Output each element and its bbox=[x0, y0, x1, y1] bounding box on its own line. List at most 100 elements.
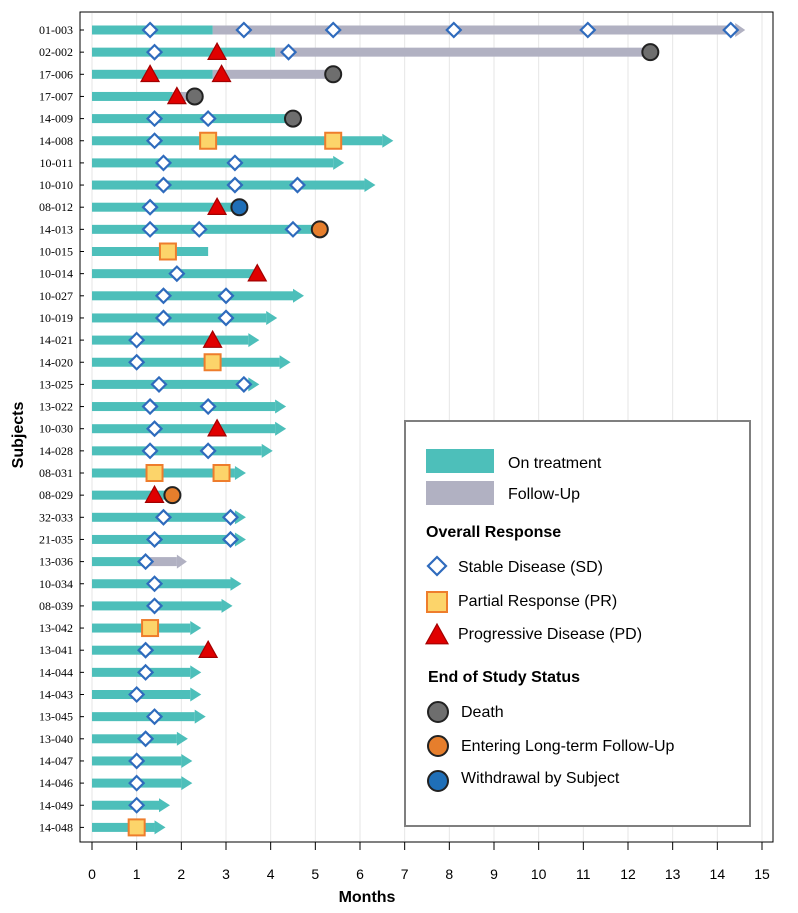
treatment-arrow bbox=[382, 133, 394, 148]
legend-swatch-followup bbox=[426, 481, 494, 505]
death-marker bbox=[185, 87, 204, 106]
legend-sd-icon bbox=[426, 555, 448, 577]
treatment-arrow bbox=[190, 687, 202, 702]
x-tick-label: 6 bbox=[356, 866, 364, 882]
legend-death-circle bbox=[427, 701, 449, 723]
subject-label: 13-040 bbox=[39, 732, 73, 746]
sd-marker bbox=[221, 530, 240, 549]
treatment-bar bbox=[92, 379, 249, 389]
sd-marker bbox=[128, 685, 146, 704]
legend-label-death: Death bbox=[461, 704, 504, 721]
treatment-bar bbox=[92, 534, 235, 544]
subject-label: 14-013 bbox=[39, 222, 73, 236]
subject-label: 10-019 bbox=[39, 311, 73, 325]
followup-bar bbox=[212, 25, 736, 35]
subject-label: 21-035 bbox=[39, 532, 73, 546]
legend: On treatment Follow-Up Overall Response … bbox=[404, 420, 751, 827]
treatment-arrow bbox=[266, 310, 278, 325]
x-tick-label: 8 bbox=[445, 866, 453, 882]
subject-label: 10-011 bbox=[39, 156, 73, 170]
legend-title-response: Overall Response bbox=[426, 524, 561, 541]
sd-marker bbox=[199, 442, 217, 460]
treatment-arrow bbox=[248, 377, 260, 392]
sd-marker bbox=[145, 708, 164, 726]
treatment-bar bbox=[92, 402, 276, 412]
legend-label-pd: Progressive Disease (PD) bbox=[458, 626, 642, 643]
treatment-arrow bbox=[279, 355, 291, 370]
pd-marker bbox=[207, 196, 228, 215]
x-tick-label: 15 bbox=[754, 866, 770, 882]
plot-frame bbox=[79, 11, 774, 843]
sd-marker bbox=[217, 287, 235, 305]
subject-label: 13-041 bbox=[39, 643, 73, 657]
pd-marker bbox=[202, 329, 223, 348]
legend-ltfu-circle bbox=[427, 735, 449, 757]
pd-marker bbox=[198, 639, 219, 659]
subject-label: 08-029 bbox=[39, 488, 73, 502]
subject-label: 14-046 bbox=[39, 776, 73, 790]
death-marker bbox=[284, 109, 302, 128]
sd-marker bbox=[426, 555, 448, 577]
sd-marker bbox=[226, 154, 244, 172]
treatment-arrow bbox=[154, 820, 166, 835]
pr-marker bbox=[426, 591, 448, 613]
treatment-bar bbox=[92, 712, 195, 722]
sd-marker bbox=[217, 309, 235, 327]
followup-bar bbox=[212, 69, 334, 79]
sd-marker bbox=[128, 796, 146, 814]
y-axis: 01-003 02-002 17-006 17-007 14-009 14-008 10-0… bbox=[39, 23, 84, 834]
x-tick-label: 0 bbox=[88, 866, 96, 882]
legend-pr-icon bbox=[426, 591, 448, 613]
pd-marker bbox=[424, 622, 450, 645]
legend-title-eos: End of Study Status bbox=[428, 669, 580, 686]
treatment-bar bbox=[92, 557, 151, 567]
ltfu-marker bbox=[163, 486, 182, 505]
x-axis-title: Months bbox=[339, 889, 396, 906]
subject-label: 10-030 bbox=[39, 422, 73, 436]
subject-label: 13-025 bbox=[39, 377, 73, 391]
legend-label-pr: Partial Response (PR) bbox=[458, 593, 617, 610]
subject-label: 14-047 bbox=[39, 754, 73, 768]
subject-label: 14-028 bbox=[39, 444, 73, 458]
treatment-bar bbox=[92, 335, 249, 345]
sd-marker bbox=[141, 220, 159, 238]
treatment-arrow bbox=[221, 598, 233, 613]
pr-marker bbox=[145, 464, 164, 482]
subject-label: 14-008 bbox=[39, 134, 73, 148]
sd-marker bbox=[199, 397, 217, 416]
x-tick-label: 14 bbox=[710, 866, 726, 882]
legend-label-ltfu: Entering Long-term Follow-Up bbox=[461, 738, 675, 755]
pd-marker bbox=[207, 41, 228, 60]
x-tick-label: 9 bbox=[490, 866, 498, 882]
sd-marker bbox=[137, 553, 155, 571]
treatment-arrow bbox=[275, 399, 287, 414]
pd-marker bbox=[144, 484, 165, 503]
subject-label: 10-034 bbox=[39, 577, 73, 591]
pr-marker bbox=[203, 353, 222, 372]
sd-marker bbox=[141, 397, 159, 416]
pr-marker bbox=[212, 464, 231, 482]
treatment-bar bbox=[92, 114, 289, 124]
x-axis: 0 1 2 3 4 5 6 7 8 9 10 11 12 13 14 15 bbox=[88, 842, 770, 882]
pr-marker bbox=[127, 818, 146, 837]
subject-label: 10-010 bbox=[39, 178, 73, 192]
followup-bar bbox=[172, 91, 195, 101]
sd-marker bbox=[150, 375, 168, 393]
treatment-bar bbox=[92, 357, 280, 367]
sd-marker bbox=[445, 21, 463, 39]
subject-label: 14-044 bbox=[39, 665, 73, 679]
treatment-arrow bbox=[181, 776, 193, 791]
pr-marker bbox=[324, 131, 343, 150]
sd-marker bbox=[226, 176, 244, 194]
treatment-bar bbox=[92, 822, 155, 832]
treatment-arrow bbox=[230, 576, 242, 591]
markers-layer bbox=[127, 21, 740, 837]
sd-marker bbox=[190, 220, 208, 238]
treatment-arrow bbox=[190, 665, 202, 680]
sd-marker bbox=[141, 442, 159, 460]
sd-marker bbox=[128, 331, 146, 349]
sd-marker bbox=[288, 176, 307, 194]
sd-marker bbox=[145, 132, 164, 150]
treatment-arrow bbox=[293, 288, 304, 303]
